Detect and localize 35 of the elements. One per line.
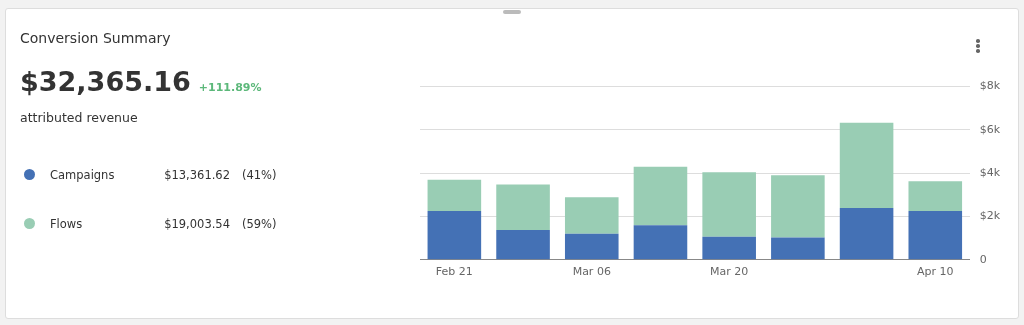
text: $19,003.54 <box>163 216 230 231</box>
bar <box>908 211 963 260</box>
bar <box>633 225 688 260</box>
text: (59%) <box>242 216 277 231</box>
text: (41%) <box>242 167 277 182</box>
bar <box>427 211 482 260</box>
y-tick-label: $4k <box>979 166 1001 180</box>
bar <box>496 229 550 260</box>
bar <box>908 181 963 212</box>
y-tick-label: 0 <box>979 252 987 266</box>
bar <box>633 166 688 226</box>
legend-label: Flows <box>50 216 84 231</box>
text: attributed revenue <box>20 110 138 125</box>
x-tick-label: Mar 20 <box>710 265 749 279</box>
y-tick-label: $6k <box>979 122 1001 136</box>
text: $32,365.16 <box>20 66 191 97</box>
bar <box>496 184 550 230</box>
y-tick-label: $8k <box>979 79 1001 93</box>
text: Conversion Summary <box>20 30 171 46</box>
bar <box>702 236 756 260</box>
bar <box>839 122 894 209</box>
bar <box>839 208 894 260</box>
x-tick-label: Mar 06 <box>572 265 611 279</box>
bar <box>564 233 619 260</box>
legend-label: Campaigns <box>50 167 116 182</box>
x-tick-label: Feb 21 <box>435 265 473 279</box>
text: +111.89% <box>198 81 262 94</box>
y-tick-label: $2k <box>979 209 1001 223</box>
x-tick-label: Apr 10 <box>917 265 954 279</box>
bar <box>702 172 756 237</box>
text: $13,361.62 <box>163 167 230 182</box>
bar <box>564 197 619 234</box>
bar <box>427 179 482 212</box>
bar <box>771 237 825 260</box>
bar <box>771 175 825 238</box>
